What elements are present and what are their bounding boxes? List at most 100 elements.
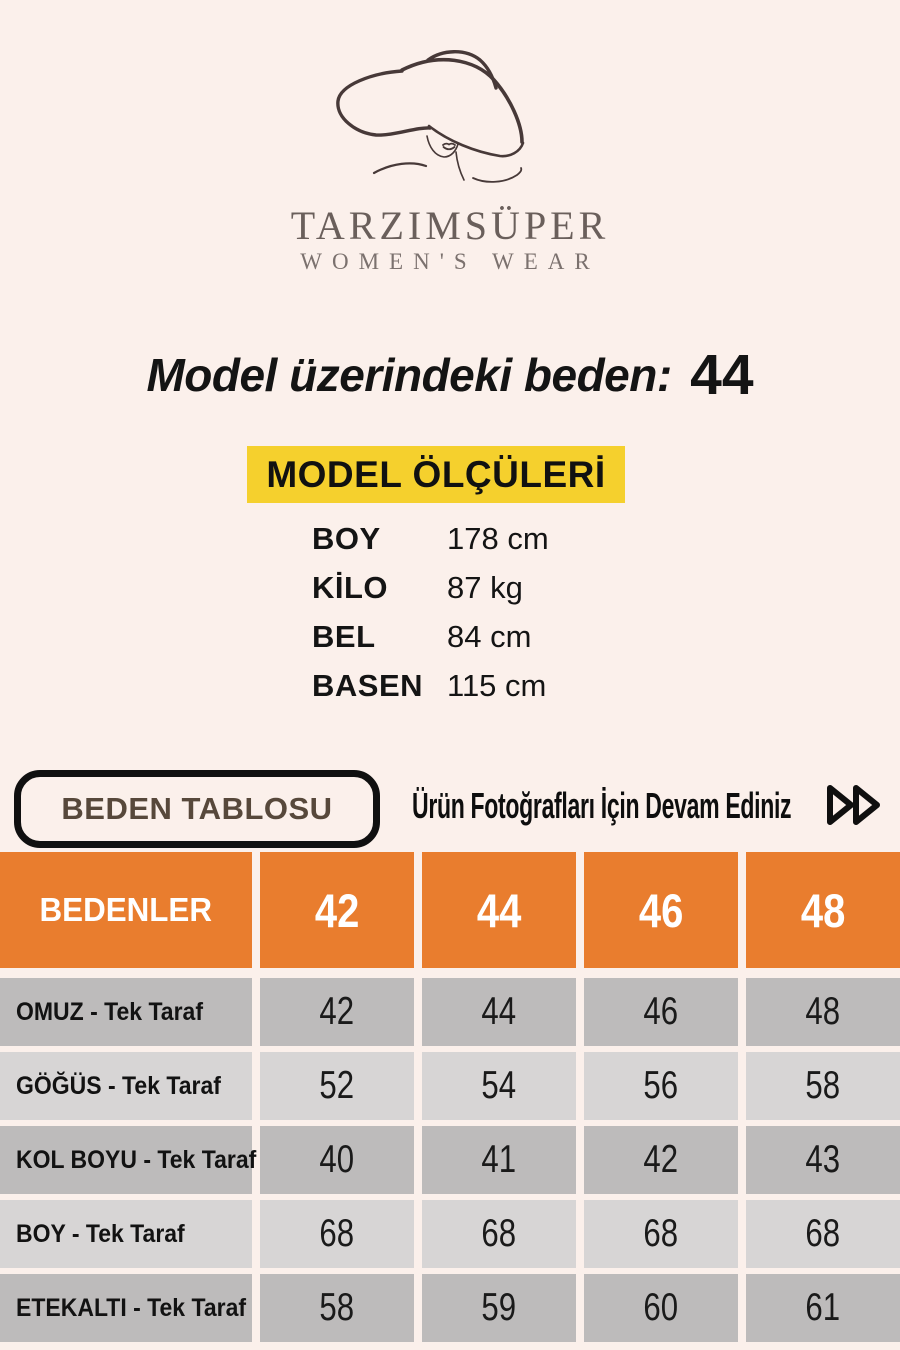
row-value: 60 xyxy=(643,1286,679,1329)
value-cell: 60 xyxy=(584,1274,738,1342)
value-cell: 44 xyxy=(422,978,576,1046)
row-value: 52 xyxy=(319,1064,355,1107)
header-cell-size-42: 42 xyxy=(260,852,414,968)
row-value: 42 xyxy=(643,1138,679,1181)
value-cell: 61 xyxy=(746,1274,900,1342)
measurement-label: BOY xyxy=(312,520,381,556)
size-table-header-row: BEDENLER 42 44 46 48 xyxy=(0,852,900,968)
model-measurements-title-box: MODEL ÖLÇÜLERİ xyxy=(247,446,625,503)
row-value: 59 xyxy=(481,1286,517,1329)
value-cell: 54 xyxy=(422,1052,576,1120)
row-label-cell: BOY - Tek Taraf xyxy=(0,1200,252,1268)
model-size-line: Model üzerindeki beden: 44 xyxy=(0,342,900,408)
row-value: 40 xyxy=(319,1138,355,1181)
logo-face-jaw xyxy=(426,135,459,158)
measurement-label: KİLO xyxy=(312,569,389,605)
model-measurements-title: MODEL ÖLÇÜLERİ xyxy=(266,453,606,495)
row-value: 41 xyxy=(481,1138,517,1181)
logo-hair-flourish xyxy=(472,167,523,183)
header-size-label: 48 xyxy=(800,883,846,937)
header-cell-bedenler: BEDENLER xyxy=(0,852,252,968)
header-cell-size-48: 48 xyxy=(746,852,900,968)
row-label-cell: OMUZ - Tek Taraf xyxy=(0,978,252,1046)
brand-tagline: WOMEN'S WEAR xyxy=(300,249,600,274)
measurement-row: KİLO 87 kg xyxy=(312,563,632,612)
model-size-label: Model üzerindeki beden: xyxy=(146,349,672,401)
value-cell: 68 xyxy=(584,1200,738,1268)
continue-note-text: Ürün Fotoğrafları İçin Devam Ediniz xyxy=(412,785,792,826)
value-cell: 52 xyxy=(260,1052,414,1120)
value-cell: 42 xyxy=(260,978,414,1046)
brand-name: TARZIMSÜPER xyxy=(290,203,610,248)
logo-neck-line xyxy=(455,151,465,181)
size-table-row-omuz: OMUZ - Tek Taraf 42 44 46 48 xyxy=(0,978,900,1046)
row-label: BOY - Tek Taraf xyxy=(16,1219,185,1248)
row-label-cell: GÖĞÜS - Tek Taraf xyxy=(0,1052,252,1120)
model-size-value: 44 xyxy=(690,343,754,407)
header-cell-size-46: 46 xyxy=(584,852,738,968)
row-value: 54 xyxy=(481,1064,517,1107)
row-label: OMUZ - Tek Taraf xyxy=(16,997,204,1026)
model-measurements-list: BOY 178 cm KİLO 87 kg BEL 84 cm BASEN 11… xyxy=(312,514,632,710)
value-cell: 42 xyxy=(584,1126,738,1194)
value-cell: 48 xyxy=(746,978,900,1046)
logo-hat-brim-left xyxy=(336,69,432,137)
measurement-label: BEL xyxy=(312,618,376,654)
fast-forward-triangle-2 xyxy=(853,785,880,825)
value-cell: 68 xyxy=(260,1200,414,1268)
row-value: 48 xyxy=(805,990,841,1033)
row-value: 68 xyxy=(643,1212,679,1255)
header-bedenler-label: BEDENLER xyxy=(39,891,213,928)
value-cell: 40 xyxy=(260,1126,414,1194)
measurement-value: 178 cm xyxy=(447,520,549,556)
row-label-cell: ETEKALTI - Tek Taraf xyxy=(0,1274,252,1342)
logo-lips-upper xyxy=(442,142,456,146)
value-cell: 68 xyxy=(746,1200,900,1268)
row-value: 68 xyxy=(319,1212,355,1255)
measurement-row: BEL 84 cm xyxy=(312,612,632,661)
measurement-label: BASEN xyxy=(312,667,424,703)
row-value: 58 xyxy=(805,1064,841,1107)
row-value: 68 xyxy=(805,1212,841,1255)
header-size-label: 46 xyxy=(638,883,684,937)
fast-forward-icon xyxy=(827,785,880,825)
size-table-row-gogus: GÖĞÜS - Tek Taraf 52 54 56 58 xyxy=(0,1052,900,1120)
row-label-cell: KOL BOYU - Tek Taraf xyxy=(0,1126,256,1194)
row-value: 68 xyxy=(481,1212,517,1255)
row-value: 43 xyxy=(805,1138,841,1181)
row-value: 56 xyxy=(643,1064,679,1107)
header-cell-size-44: 44 xyxy=(422,852,576,968)
size-chart-badge: BEDEN TABLOSU xyxy=(14,770,380,848)
size-table-row-boy: BOY - Tek Taraf 68 68 68 68 xyxy=(0,1200,900,1268)
logo-lips-lower xyxy=(442,146,456,151)
row-label: KOL BOYU - Tek Taraf xyxy=(16,1145,257,1174)
header-size-label: 42 xyxy=(314,883,360,937)
measurement-row: BOY 178 cm xyxy=(312,514,632,563)
header-size-label: 44 xyxy=(476,883,522,937)
measurement-value: 115 cm xyxy=(447,667,547,703)
row-value: 61 xyxy=(805,1286,841,1329)
logo-hat-brim-right xyxy=(400,57,524,144)
row-value: 42 xyxy=(319,990,355,1033)
row-value: 58 xyxy=(319,1286,355,1329)
size-table: BEDENLER 42 44 46 48 OMUZ - Tek Taraf 42… xyxy=(0,852,900,1348)
continue-note: Ürün Fotoğrafları İçin Devam Ediniz xyxy=(412,785,822,826)
value-cell: 46 xyxy=(584,978,738,1046)
size-table-row-kol-boyu: KOL BOYU - Tek Taraf 40 41 42 43 xyxy=(0,1126,900,1194)
size-chart-badge-label: BEDEN TABLOSU xyxy=(61,791,333,826)
measurement-row: BASEN 115 cm xyxy=(312,661,632,710)
measurement-value: 84 cm xyxy=(447,618,532,654)
value-cell: 58 xyxy=(746,1052,900,1120)
logo-hat-brim-front xyxy=(427,124,525,158)
fast-forward-triangle-1 xyxy=(827,785,854,825)
value-cell: 41 xyxy=(422,1126,576,1194)
measurement-value: 87 kg xyxy=(447,569,523,605)
row-value: 44 xyxy=(481,990,517,1033)
row-label: GÖĞÜS - Tek Taraf xyxy=(16,1071,221,1100)
value-cell: 58 xyxy=(260,1274,414,1342)
woman-hat-line-art-logo xyxy=(336,50,525,183)
size-table-row-etekalti: ETEKALTI - Tek Taraf 58 59 60 61 xyxy=(0,1274,900,1342)
value-cell: 59 xyxy=(422,1274,576,1342)
row-label: ETEKALTI - Tek Taraf xyxy=(16,1293,247,1322)
logo-hat-crown xyxy=(426,50,498,90)
